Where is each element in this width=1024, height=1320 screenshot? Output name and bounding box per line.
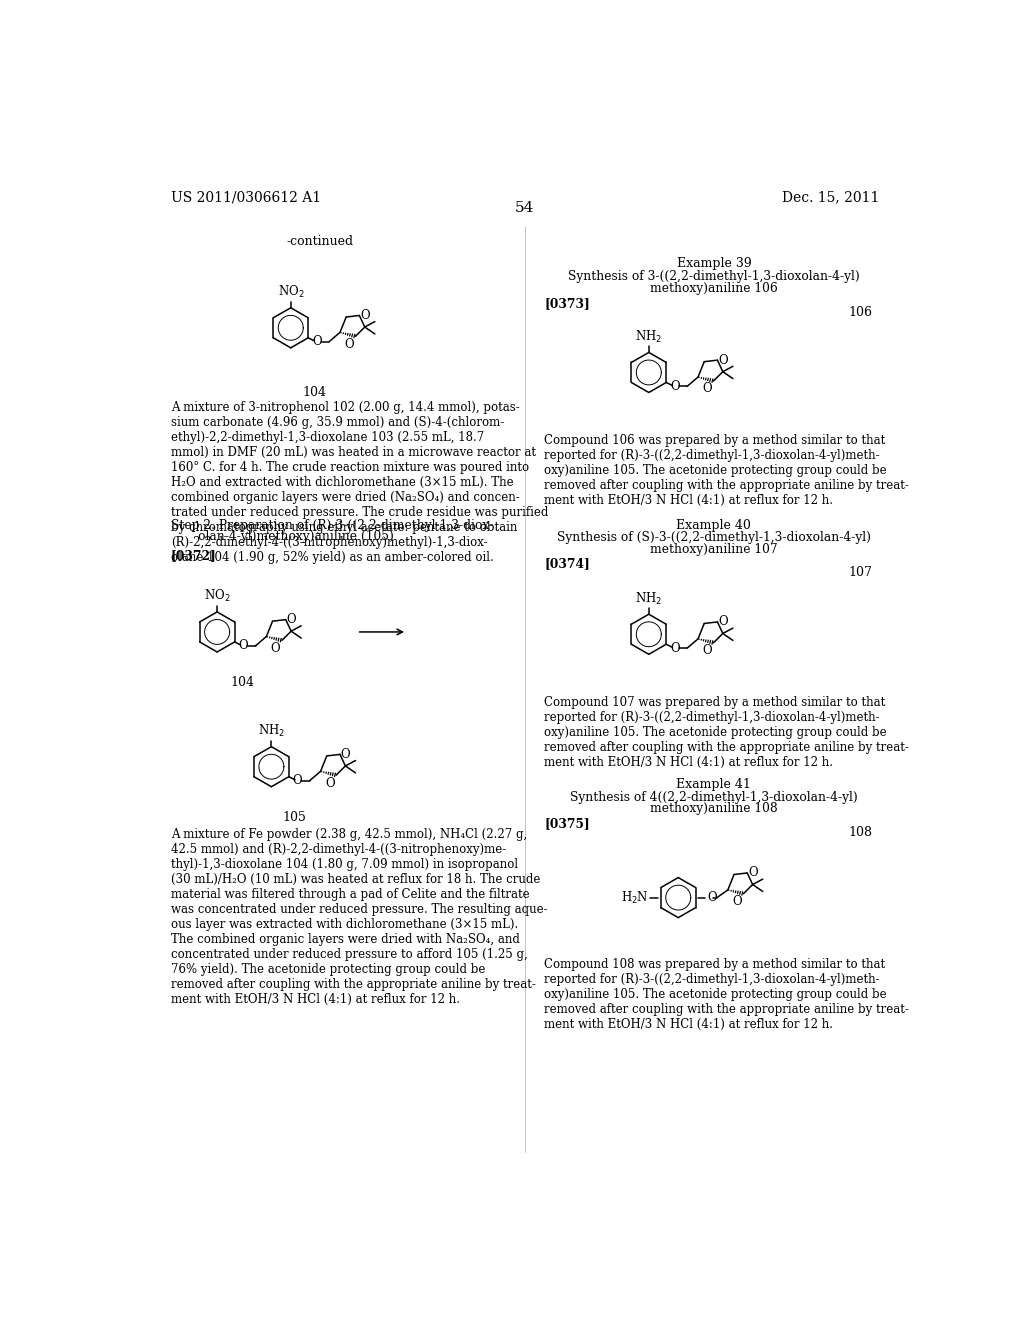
Text: NH$_2$: NH$_2$ [635,329,663,345]
Text: A mixture of 3-nitrophenol 102 (2.00 g, 14.4 mmol), potas-
sium carbonate (4.96 : A mixture of 3-nitrophenol 102 (2.00 g, … [171,401,548,564]
Text: -continued: -continued [287,235,353,248]
Text: [0372]: [0372] [171,549,216,562]
Text: NH$_2$: NH$_2$ [635,590,663,607]
Text: O: O [325,776,335,789]
Text: Compound 106 was prepared by a method similar to that
reported for (R)-3-((2,2-d: Compound 106 was prepared by a method si… [544,434,909,507]
Text: NO$_2$: NO$_2$ [278,284,304,300]
Text: O: O [702,644,712,657]
Text: O: O [748,866,758,879]
Text: Example 40: Example 40 [677,519,752,532]
Text: US 2011/0306612 A1: US 2011/0306612 A1 [171,190,321,205]
Text: O: O [360,309,370,322]
Text: Compound 107 was prepared by a method similar to that
reported for (R)-3-((2,2-d: Compound 107 was prepared by a method si… [544,696,909,768]
Text: O: O [732,895,741,908]
Text: 106: 106 [848,306,872,319]
Text: O: O [239,639,248,652]
Text: Synthesis of 3-((2,2-dimethyl-1,3-dioxolan-4-yl): Synthesis of 3-((2,2-dimethyl-1,3-dioxol… [568,271,860,282]
Text: O: O [670,380,680,393]
Text: Example 39: Example 39 [677,257,752,271]
Text: O: O [702,383,712,396]
Text: NH$_2$: NH$_2$ [258,723,285,739]
Text: methoxy)aniline 108: methoxy)aniline 108 [650,803,778,816]
Text: Example 41: Example 41 [677,779,752,791]
Text: O: O [670,642,680,655]
Text: [0373]: [0373] [544,297,590,310]
Text: methoxy)aniline 107: methoxy)aniline 107 [650,543,777,556]
Text: methoxy)aniline 106: methoxy)aniline 106 [650,281,778,294]
Text: 107: 107 [848,566,872,579]
Text: Compound 108 was prepared by a method similar to that
reported for (R)-3-((2,2-d: Compound 108 was prepared by a method si… [544,958,909,1031]
Text: A mixture of Fe powder (2.38 g, 42.5 mmol), NH₄Cl (2.27 g,
42.5 mmol) and (R)-2,: A mixture of Fe powder (2.38 g, 42.5 mmo… [171,829,547,1006]
Text: Synthesis of 4((2,2-dimethyl-1,3-dioxolan-4-yl): Synthesis of 4((2,2-dimethyl-1,3-dioxola… [570,791,858,804]
Text: O: O [707,891,717,904]
Text: O: O [293,774,302,787]
Text: NO$_2$: NO$_2$ [204,589,230,605]
Text: O: O [344,338,354,351]
Text: O: O [270,642,281,655]
Text: O: O [341,748,350,760]
Text: O: O [718,615,728,628]
Text: Dec. 15, 2011: Dec. 15, 2011 [781,190,879,205]
Text: [0375]: [0375] [544,817,590,830]
Text: 54: 54 [515,201,535,215]
Text: O: O [312,335,322,348]
Text: O: O [718,354,728,367]
Text: 104: 104 [302,385,326,399]
Text: olan-4-yl)methoxy)aniline (105): olan-4-yl)methoxy)aniline (105) [171,529,393,543]
Text: 104: 104 [230,676,255,689]
Text: 105: 105 [283,812,306,825]
Text: [0374]: [0374] [544,557,590,570]
Text: Synthesis of (S)-3-((2,2-dimethyl-1,3-dioxolan-4-yl): Synthesis of (S)-3-((2,2-dimethyl-1,3-di… [557,531,870,544]
Text: 108: 108 [848,826,872,840]
Text: H$_2$N: H$_2$N [622,890,649,906]
Text: Step 2. Preparation of (R)-3-((2,2-dimethyl-1,3-diox-: Step 2. Preparation of (R)-3-((2,2-dimet… [171,519,493,532]
Text: O: O [287,612,296,626]
